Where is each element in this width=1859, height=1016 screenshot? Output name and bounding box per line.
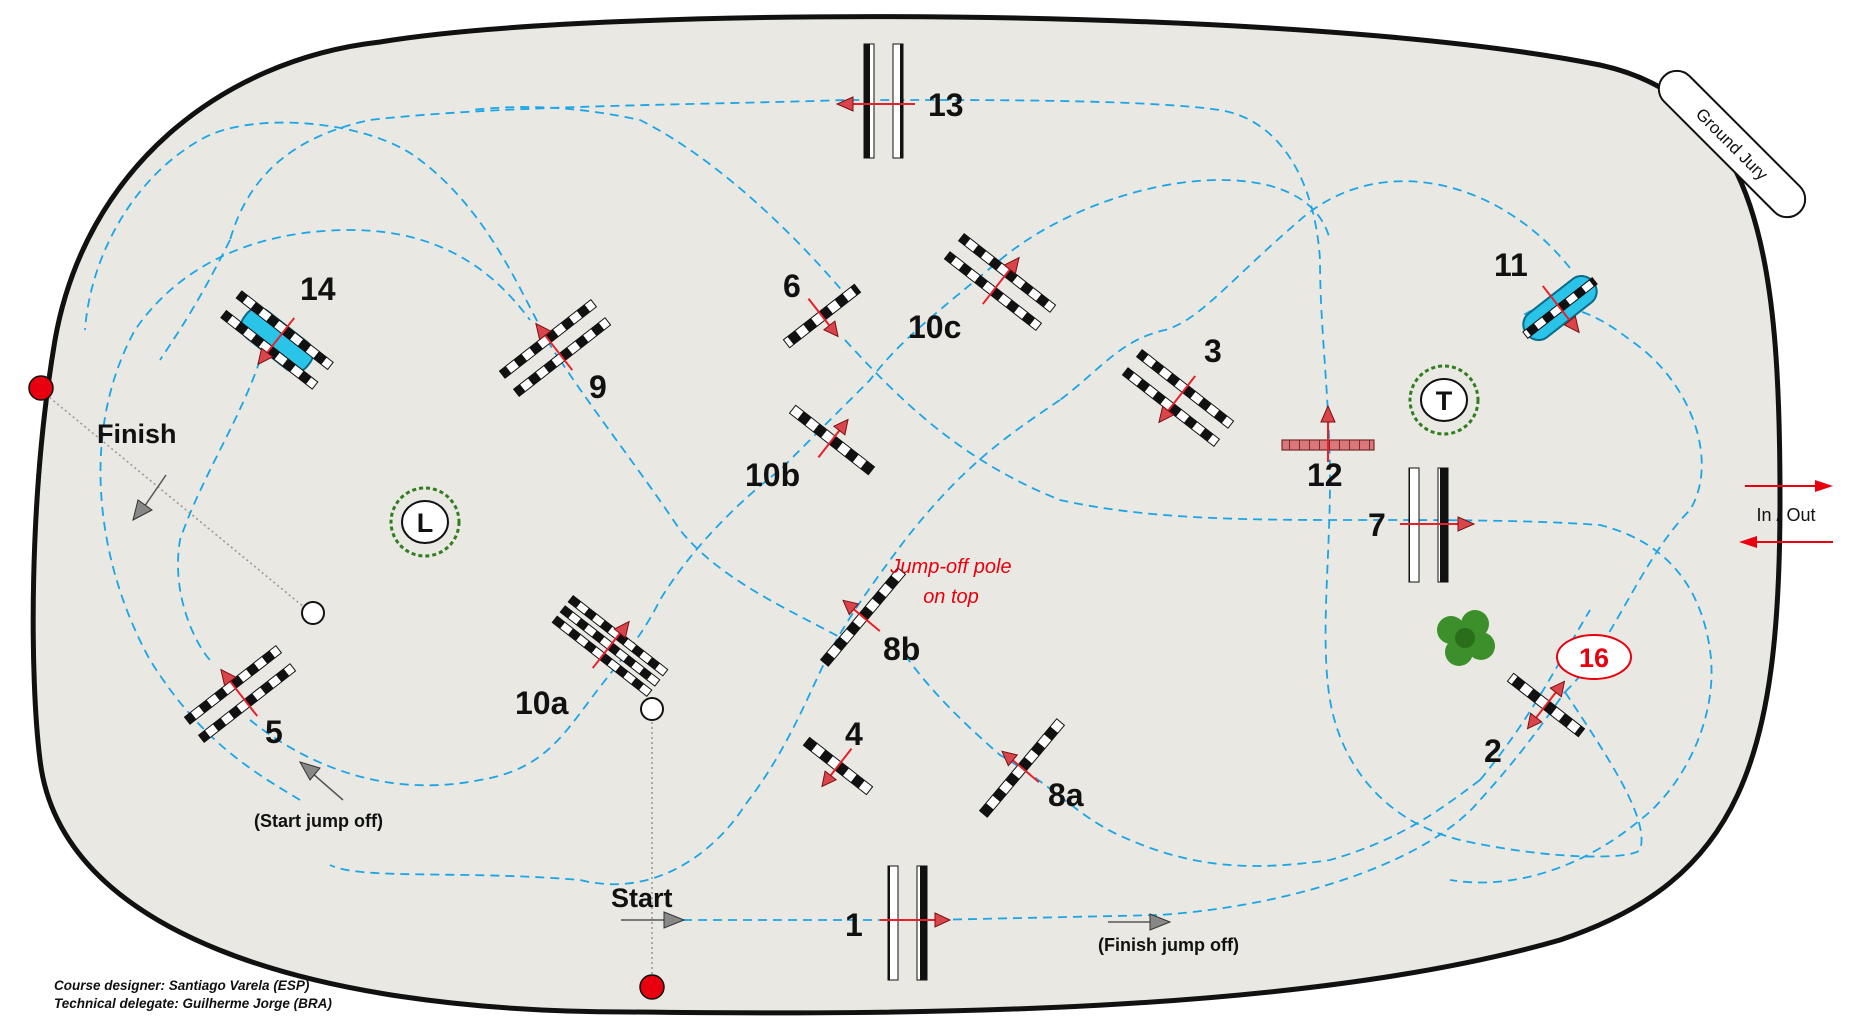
arena-boundary [33,17,1780,1013]
fence-label-7: 7 [1368,507,1386,543]
fence-label-9: 9 [589,369,607,405]
finish-flag-white [302,602,324,624]
in-out-label: In / Out [1756,505,1815,525]
fence-label-8a: 8a [1048,777,1084,813]
fence-label-16: 16 [1579,643,1609,673]
fence-label-2: 2 [1484,733,1502,769]
fence-label-11: 11 [1494,247,1528,283]
arrow-icon [1815,480,1833,492]
fence-label-8b: 8b [883,631,920,667]
jump-off-note-line2: on top [923,586,979,608]
credit-technical-delegate: Technical delegate: Guilherme Jorge (BRA… [54,996,332,1011]
fence-label-14: 14 [300,271,336,307]
credit-course-designer: Course designer: Santiago Varela (ESP) [54,978,309,993]
finish-jump-off-label: (Finish jump off) [1098,935,1239,955]
fence-label-1: 1 [845,907,863,943]
fence-label-10a: 10a [515,685,569,721]
fence-label-10c: 10c [908,309,961,345]
fence-16-marker: 16 [1557,635,1631,679]
start-jump-off-label: (Start jump off) [254,811,383,831]
start-flag-white [641,698,663,720]
jump-off-note-line1: Jump-off pole [889,556,1011,578]
start-label: Start [611,883,673,913]
l-marker-label: L [417,508,434,538]
fence-label-10b: 10b [745,457,800,493]
fence-label-3: 3 [1204,333,1222,369]
fence-label-12: 12 [1307,457,1343,493]
finish-label: Finish [97,419,177,449]
fence-label-5: 5 [265,714,283,750]
t-marker-label: T [1436,386,1453,416]
fence-label-13: 13 [928,87,964,123]
fence-label-4: 4 [845,716,863,752]
fence-label-6: 6 [783,268,801,304]
start-flag-red [640,975,664,999]
finish-flag-red [29,376,53,400]
